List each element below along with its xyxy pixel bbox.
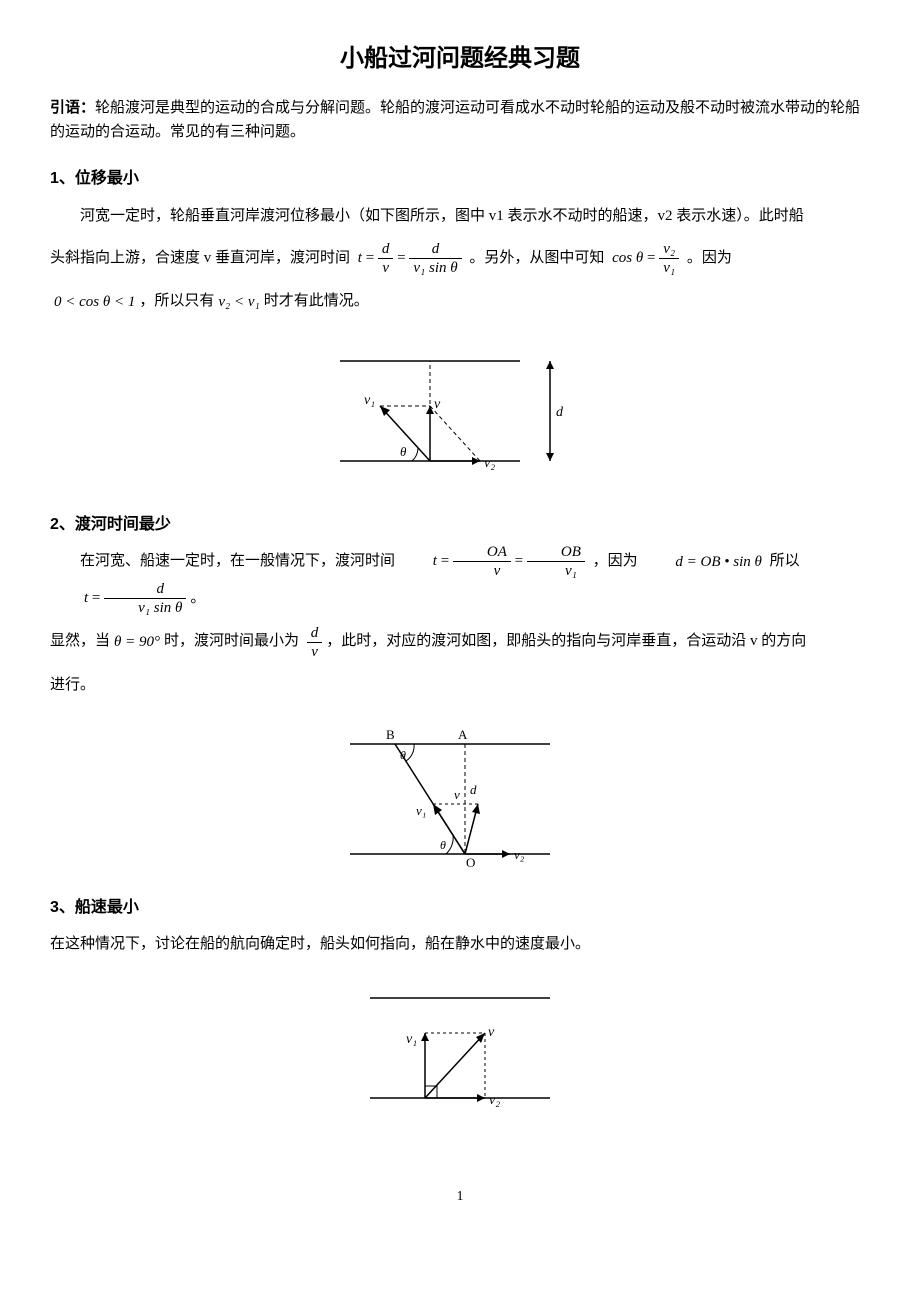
svg-text:d: d <box>556 405 564 420</box>
s2-p2: 显然，当θ = 90°时，渡河时间最小为 dv ，此时，对应的渡河如图，即船头的… <box>50 623 870 660</box>
intro-label: 引语： <box>50 99 95 116</box>
svg-text:v₁: v₁ <box>416 803 426 818</box>
svg-text:A: A <box>458 727 468 742</box>
svg-text:v: v <box>454 787 460 802</box>
svg-text:v₂: v₂ <box>514 847 525 862</box>
diagram-1: v₂ v₁ v θ d <box>50 336 870 494</box>
s2-p1a: 在河宽、船速一定时，在一般情况下，渡河时间 <box>80 553 395 569</box>
s1-p3a: ，所以只有 <box>139 293 214 309</box>
s2-p2d: 进行。 <box>50 667 870 703</box>
s1-p1: 河宽一定时，轮船垂直河岸渡河位移最小（如下图所示，图中 v1 表示水不动时的船速… <box>50 198 870 234</box>
svg-text:v₁: v₁ <box>364 393 375 408</box>
s2-eq-d: d = OB • sin θ <box>641 544 766 580</box>
section-1-title: 1、位移最小 <box>50 166 870 192</box>
s2-dv: dv <box>303 623 327 660</box>
section-3-title: 3、船速最小 <box>50 895 870 921</box>
svg-text:θ: θ <box>400 444 407 459</box>
s2-p1b: ，因为 <box>593 553 638 569</box>
s2-p2a: 显然，当 <box>50 633 110 649</box>
s1-p2b: 。另外，从图中可知 <box>469 250 604 266</box>
s1-p2c: 。因为 <box>687 250 732 266</box>
s1-eq1: t = dv = dv₁ sin θ <box>354 240 466 277</box>
diagram-3: v₁ v₂ v <box>50 978 870 1126</box>
introduction: 引语：轮船渡河是典型的运动的合成与分解问题。轮船的渡河运动可看成水不动时轮船的运… <box>50 96 870 144</box>
svg-text:v: v <box>488 1025 495 1040</box>
svg-text:d: d <box>470 782 477 797</box>
s1-p3b: 时才有此情况。 <box>264 293 369 309</box>
svg-text:θ: θ <box>440 838 446 852</box>
s1-p3: 0 < cos θ < 1，所以只有v₂ < v₁时才有此情况。 <box>50 283 870 320</box>
diagram-2: O A B v₁ v₂ v θ θ d <box>50 719 870 877</box>
page-title: 小船过河问题经典习题 <box>50 40 870 78</box>
s1-p2: 头斜指向上游，合速度 v 垂直河岸，渡河时间 t = dv = dv₁ sin … <box>50 240 870 277</box>
s2-eq2: t = dv₁ sin θ <box>50 580 190 617</box>
svg-text:B: B <box>386 727 395 742</box>
s1-eq2: cos θ = v₂v₁ <box>608 240 683 277</box>
s2-p1c: 所以 <box>770 553 800 569</box>
s2-p2c: ，此时，对应的渡河如图，即船头的指向与河岸垂直，合运动沿 v 的方向 <box>326 633 806 649</box>
s2-theta90: θ = 90° <box>110 624 164 660</box>
section-2-title: 2、渡河时间最少 <box>50 512 870 538</box>
svg-text:O: O <box>466 855 475 869</box>
svg-text:v₂: v₂ <box>484 456 495 471</box>
page-number: 1 <box>50 1186 870 1208</box>
s2-p1: 在河宽、船速一定时，在一般情况下，渡河时间 t = OAv = OBv₁ ，因为… <box>50 543 870 617</box>
svg-text:θ: θ <box>400 748 406 762</box>
s1-ineq1: 0 < cos θ < 1 <box>50 284 139 320</box>
svg-text:v₁: v₁ <box>406 1032 417 1047</box>
s2-eq1: t = OAv = OBv₁ <box>399 543 589 580</box>
s1-p2a: 头斜指向上游，合速度 v 垂直河岸，渡河时间 <box>50 250 350 266</box>
svg-text:v₂: v₂ <box>489 1093 500 1108</box>
s2-p1d: 。 <box>190 590 205 606</box>
s2-p2b: 时，渡河时间最小为 <box>164 633 299 649</box>
s1-ineq2: v₂ < v₁ <box>214 284 263 320</box>
s3-p1: 在这种情况下，讨论在船的航向确定时，船头如何指向，船在静水中的速度最小。 <box>50 926 870 962</box>
intro-text: 轮船渡河是典型的运动的合成与分解问题。轮船的渡河运动可看成水不动时轮船的运动及般… <box>50 100 860 140</box>
svg-text:v: v <box>434 397 441 412</box>
